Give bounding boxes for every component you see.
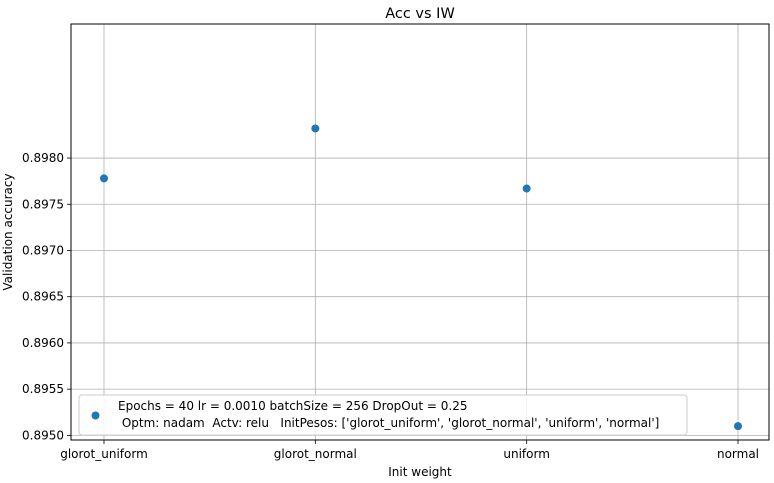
y-axis-label: Validation accuracy bbox=[1, 173, 15, 290]
legend-line-1: Epochs = 40 lr = 0.0010 batchSize = 256 … bbox=[118, 399, 467, 413]
x-axis-ticks: glorot_uniform glorot_normal uniform normal bbox=[60, 440, 759, 461]
x-tick-label: uniform bbox=[503, 447, 550, 461]
y-axis-ticks: 0.8950 0.8955 0.8960 0.8965 0.8970 0.8975 0.89… bbox=[22, 151, 71, 442]
x-tick-label: normal bbox=[717, 447, 759, 461]
data-point-glorot_normal bbox=[311, 124, 320, 133]
data-point-uniform bbox=[522, 184, 531, 193]
y-tick-label: 0.8965 bbox=[22, 290, 64, 304]
x-tick-label: glorot_normal bbox=[274, 447, 357, 461]
data-points bbox=[100, 124, 742, 431]
grid bbox=[71, 24, 769, 440]
chart-title: Acc vs IW bbox=[385, 6, 455, 22]
legend-box bbox=[78, 394, 688, 436]
y-tick-label: 0.8955 bbox=[22, 382, 64, 396]
x-tick-label: glorot_uniform bbox=[60, 447, 148, 461]
y-tick-label: 0.8980 bbox=[22, 151, 64, 165]
plot-frame bbox=[70, 23, 770, 441]
legend-line-2: Optm: nadam Actv: relu InitPesos: ['glor… bbox=[118, 416, 659, 430]
y-tick-label: 0.8960 bbox=[22, 336, 64, 350]
data-point-normal bbox=[734, 422, 742, 431]
y-tick-label: 0.8950 bbox=[22, 428, 64, 442]
y-tick-label: 0.8970 bbox=[22, 243, 64, 257]
legend: Epochs = 40 lr = 0.0010 batchSize = 256 … bbox=[78, 394, 688, 436]
legend-marker bbox=[91, 411, 100, 420]
y-tick-label: 0.8975 bbox=[22, 197, 64, 211]
data-point-glorot_uniform bbox=[100, 174, 108, 183]
x-axis-label: Init weight bbox=[388, 465, 452, 479]
